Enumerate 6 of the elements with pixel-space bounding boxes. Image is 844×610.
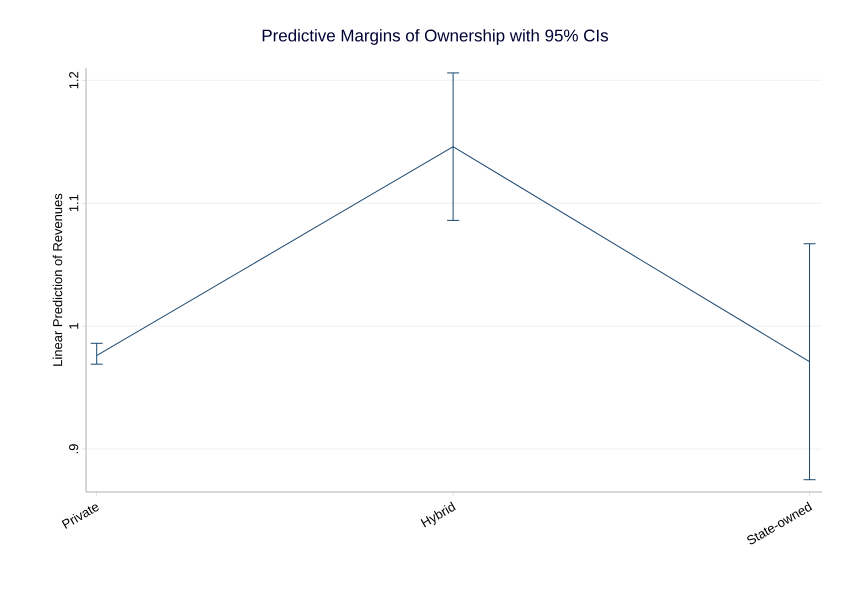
y-tick-label: .9 (69, 444, 78, 454)
y-tick-label: 1.2 (69, 72, 78, 88)
y-tick-label: 1 (69, 323, 78, 329)
y-tick-label: 1.1 (69, 194, 78, 212)
y-axis-title: Linear Prediction of Revenues (52, 194, 62, 366)
chart-title: Predictive Margins of Ownership with 95% CIs (262, 29, 608, 45)
